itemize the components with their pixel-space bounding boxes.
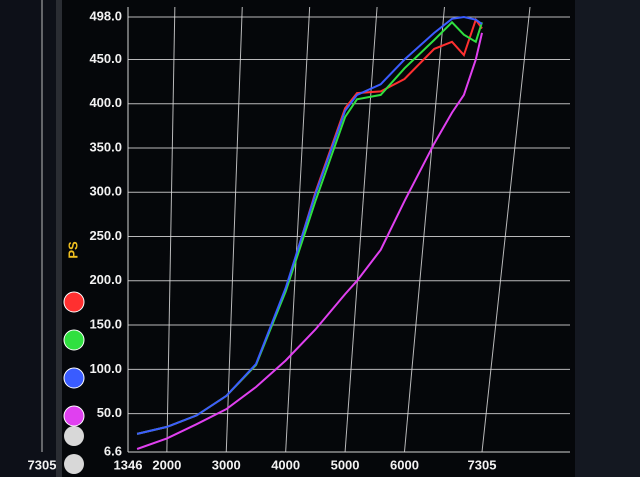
x-tick-label: 7305 — [468, 457, 497, 472]
grid-line — [481, 6, 531, 453]
grid-line — [225, 6, 243, 453]
x-tick-label: 6000 — [390, 457, 419, 472]
x-tick-label: 3000 — [212, 457, 241, 472]
side-panel-x-label: 7305 — [28, 457, 57, 472]
x-tick-label: 4000 — [271, 457, 300, 472]
grid-line — [285, 6, 311, 453]
y-axis-label: PS — [65, 241, 80, 259]
legend-marker — [63, 405, 85, 427]
legend-blank-icon — [64, 426, 84, 446]
x-tick-label: 5000 — [331, 457, 360, 472]
y-tick-label: 250.0 — [89, 228, 122, 243]
y-tick-label: 200.0 — [89, 272, 122, 287]
y-tick-label: 150.0 — [89, 316, 122, 331]
grid-line — [166, 6, 176, 453]
monitor-edge — [575, 0, 640, 477]
series-line — [136, 15, 483, 435]
series-line — [136, 32, 483, 450]
bezel — [56, 0, 62, 477]
legend-marker — [63, 329, 85, 351]
grid-line — [403, 6, 445, 453]
y-tick-label: 498.0 — [89, 8, 122, 23]
legend-marker — [63, 367, 85, 389]
legend-blank-icon — [64, 454, 84, 474]
side-panel — [0, 0, 56, 477]
y-tick-label: 400.0 — [89, 95, 122, 110]
y-tick-label: 350.0 — [89, 139, 122, 154]
y-tick-label: 450.0 — [89, 51, 122, 66]
legend-marker — [63, 291, 85, 313]
grid-line — [344, 6, 378, 453]
y-tick-label: 100.0 — [89, 361, 122, 376]
x-tick-label: 1346 — [114, 457, 143, 472]
x-tick-label: 2000 — [152, 457, 181, 472]
y-tick-label: 6.6 — [104, 443, 122, 458]
y-tick-label: 50.0 — [97, 405, 122, 420]
y-tick-label: 300.0 — [89, 184, 122, 199]
